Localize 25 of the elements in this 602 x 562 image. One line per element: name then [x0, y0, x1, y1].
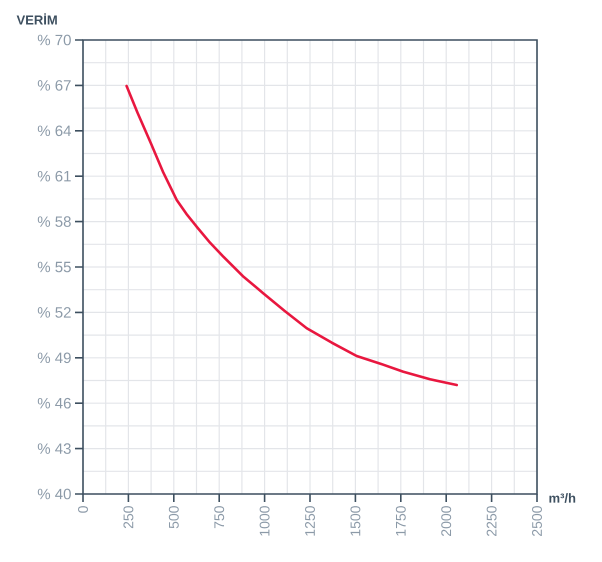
y-tick-label: % 55	[38, 262, 71, 272]
y-axis-title: VERİM	[16, 13, 57, 24]
y-tick-label: % 64	[38, 125, 72, 136]
x-tick-label: 500	[168, 506, 179, 528]
y-tick-label: % 43	[38, 443, 71, 454]
x-tick-label: 2500	[532, 506, 542, 536]
x-tick-label: 0	[78, 506, 88, 513]
y-tick-label: % 58	[38, 216, 71, 227]
x-axis-title: m³/h	[549, 493, 576, 503]
x-tick-label: 1750	[396, 506, 406, 536]
y-tick-label: % 46	[38, 398, 71, 409]
y-tick-label: % 52	[38, 307, 71, 318]
x-tick-label: 250	[123, 506, 134, 528]
x-tick-label: 2000	[441, 506, 452, 536]
x-tick-label: 1500	[350, 506, 360, 536]
y-tick-label: % 70	[38, 34, 71, 46]
x-tick-label: 1000	[260, 506, 270, 536]
line-series	[125, 84, 458, 386]
y-tick-label: % 40	[38, 488, 71, 500]
y-tick-label: % 67	[38, 80, 71, 91]
y-tick-label: % 61	[38, 170, 71, 182]
x-tick-label: 750	[214, 506, 224, 528]
x-tick-label: 2250	[486, 506, 497, 536]
y-tick-label: % 49	[38, 352, 71, 364]
x-tick-label: 1250	[305, 506, 315, 536]
